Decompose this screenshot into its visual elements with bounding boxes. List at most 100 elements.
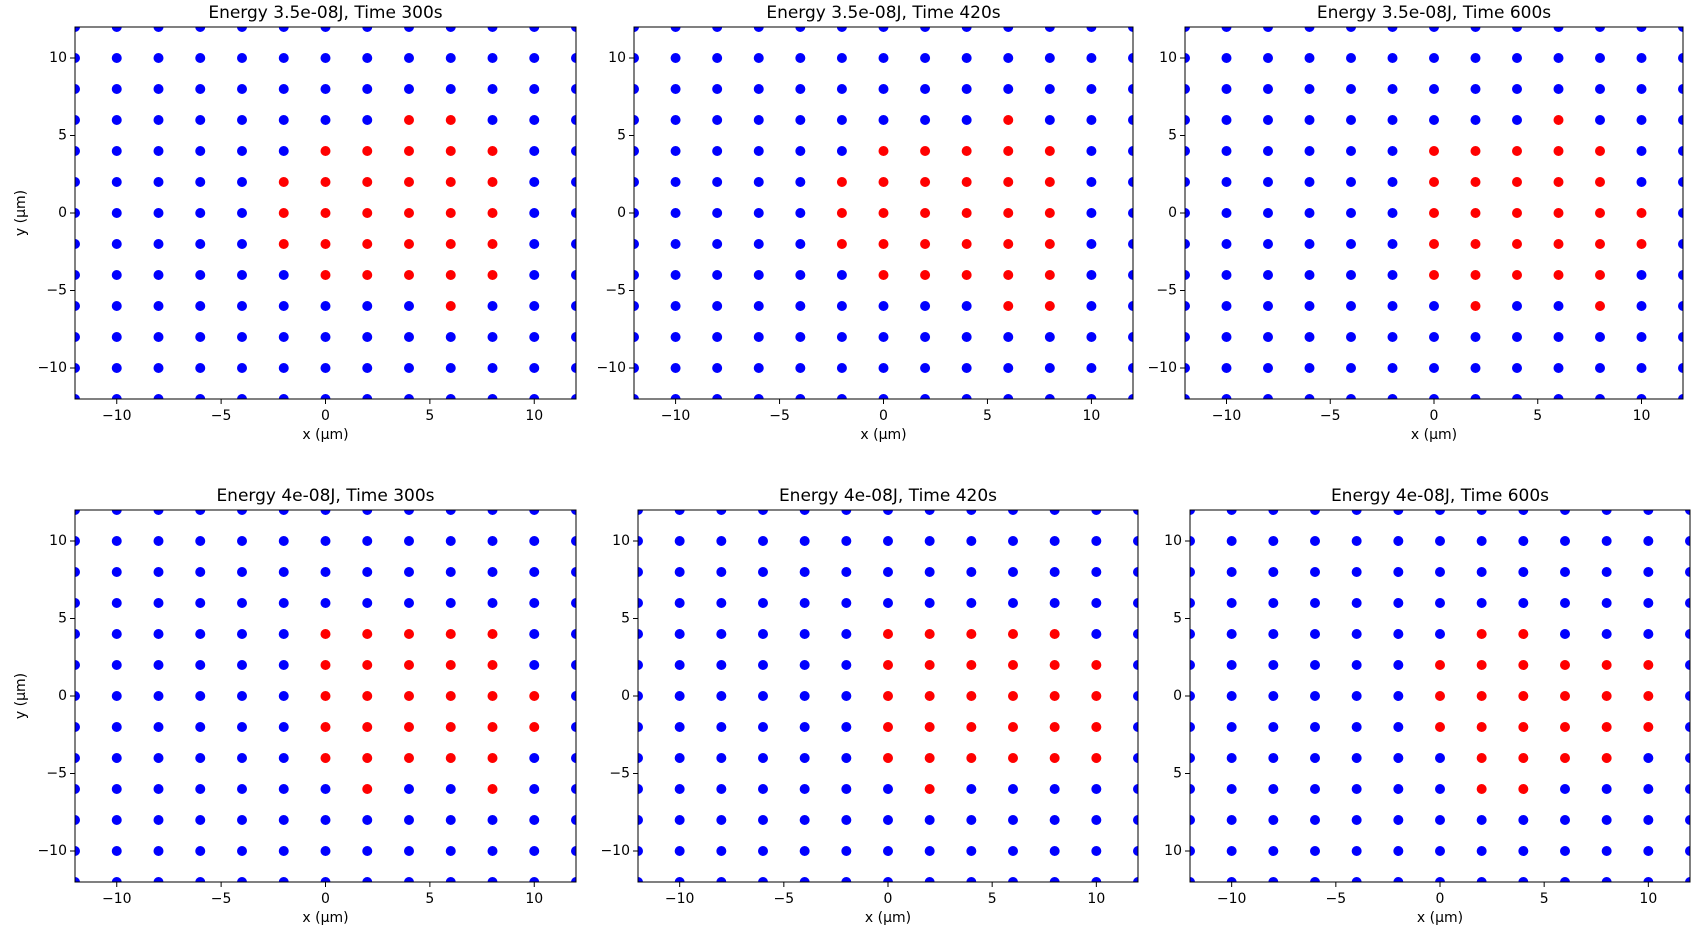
point: [153, 208, 164, 218]
point: [836, 177, 847, 187]
point: [799, 722, 810, 732]
point: [404, 332, 414, 342]
point: [1429, 84, 1439, 94]
point: [1393, 510, 1404, 515]
point: [883, 815, 893, 825]
x-tick-label: −5: [774, 891, 795, 907]
point: [320, 629, 331, 639]
point: [1476, 877, 1487, 882]
point: [571, 846, 576, 856]
point: [445, 877, 456, 882]
point: [237, 598, 247, 608]
point: [924, 629, 935, 639]
point: [571, 177, 576, 187]
point: [75, 660, 80, 670]
point: [841, 691, 852, 701]
point: [1387, 332, 1398, 342]
point: [1678, 208, 1683, 218]
point: [716, 629, 727, 639]
point: [529, 846, 540, 856]
point: [716, 722, 727, 732]
point: [404, 877, 414, 882]
point: [1512, 84, 1522, 94]
point: [1221, 394, 1232, 399]
point: [1518, 660, 1529, 670]
point: [1553, 177, 1564, 187]
point: [1133, 510, 1138, 515]
point: [571, 84, 576, 94]
point: [670, 177, 681, 187]
point: [1435, 846, 1445, 856]
point: [362, 115, 373, 125]
point: [1636, 239, 1647, 249]
point: [1003, 115, 1014, 125]
point: [634, 301, 639, 311]
point: [487, 53, 498, 63]
point: [571, 115, 576, 125]
point: [1185, 177, 1190, 187]
point: [1086, 146, 1097, 156]
point: [1185, 363, 1190, 373]
point: [111, 208, 122, 218]
point: [1476, 846, 1487, 856]
point: [237, 660, 247, 670]
point: [75, 239, 80, 249]
point: [320, 753, 331, 763]
point: [1601, 510, 1612, 515]
point: [758, 629, 768, 639]
point: [1346, 239, 1356, 249]
point: [1346, 270, 1356, 280]
point: [1185, 115, 1190, 125]
point: [1518, 784, 1529, 794]
point: [487, 629, 498, 639]
point: [1008, 567, 1018, 577]
point: [634, 53, 639, 63]
point: [445, 722, 456, 732]
point: [75, 177, 80, 187]
point: [445, 53, 456, 63]
point: [712, 394, 723, 399]
point: [1221, 270, 1232, 280]
point: [1518, 598, 1529, 608]
point: [716, 691, 727, 701]
y-tick-label: −5: [605, 283, 626, 299]
point: [237, 784, 247, 794]
point: [571, 877, 576, 882]
point: [1091, 536, 1102, 546]
point: [75, 394, 80, 399]
point: [674, 660, 685, 670]
point: [75, 846, 80, 856]
point: [1595, 84, 1605, 94]
point: [1351, 846, 1362, 856]
point: [237, 84, 247, 94]
point: [1086, 332, 1097, 342]
point: [670, 146, 681, 156]
point: [320, 510, 331, 515]
point: [670, 270, 681, 280]
point: [674, 536, 685, 546]
point: [1346, 394, 1356, 399]
point: [878, 177, 889, 187]
point: [529, 53, 540, 63]
point: [1346, 332, 1356, 342]
point: [716, 660, 727, 670]
point: [795, 301, 806, 311]
point: [404, 598, 414, 608]
point: [1387, 270, 1398, 280]
point: [445, 629, 456, 639]
point: [799, 784, 810, 794]
point: [195, 660, 206, 670]
point: [920, 301, 931, 311]
point: [445, 660, 456, 670]
point: [404, 208, 414, 218]
point: [529, 239, 540, 249]
y-tick-label: 5: [621, 611, 630, 627]
point: [1351, 660, 1362, 670]
point: [836, 363, 847, 373]
point: [1133, 815, 1138, 825]
point: [445, 239, 456, 249]
point: [1387, 301, 1398, 311]
point: [278, 629, 289, 639]
point: [1133, 598, 1138, 608]
point: [1518, 510, 1529, 515]
